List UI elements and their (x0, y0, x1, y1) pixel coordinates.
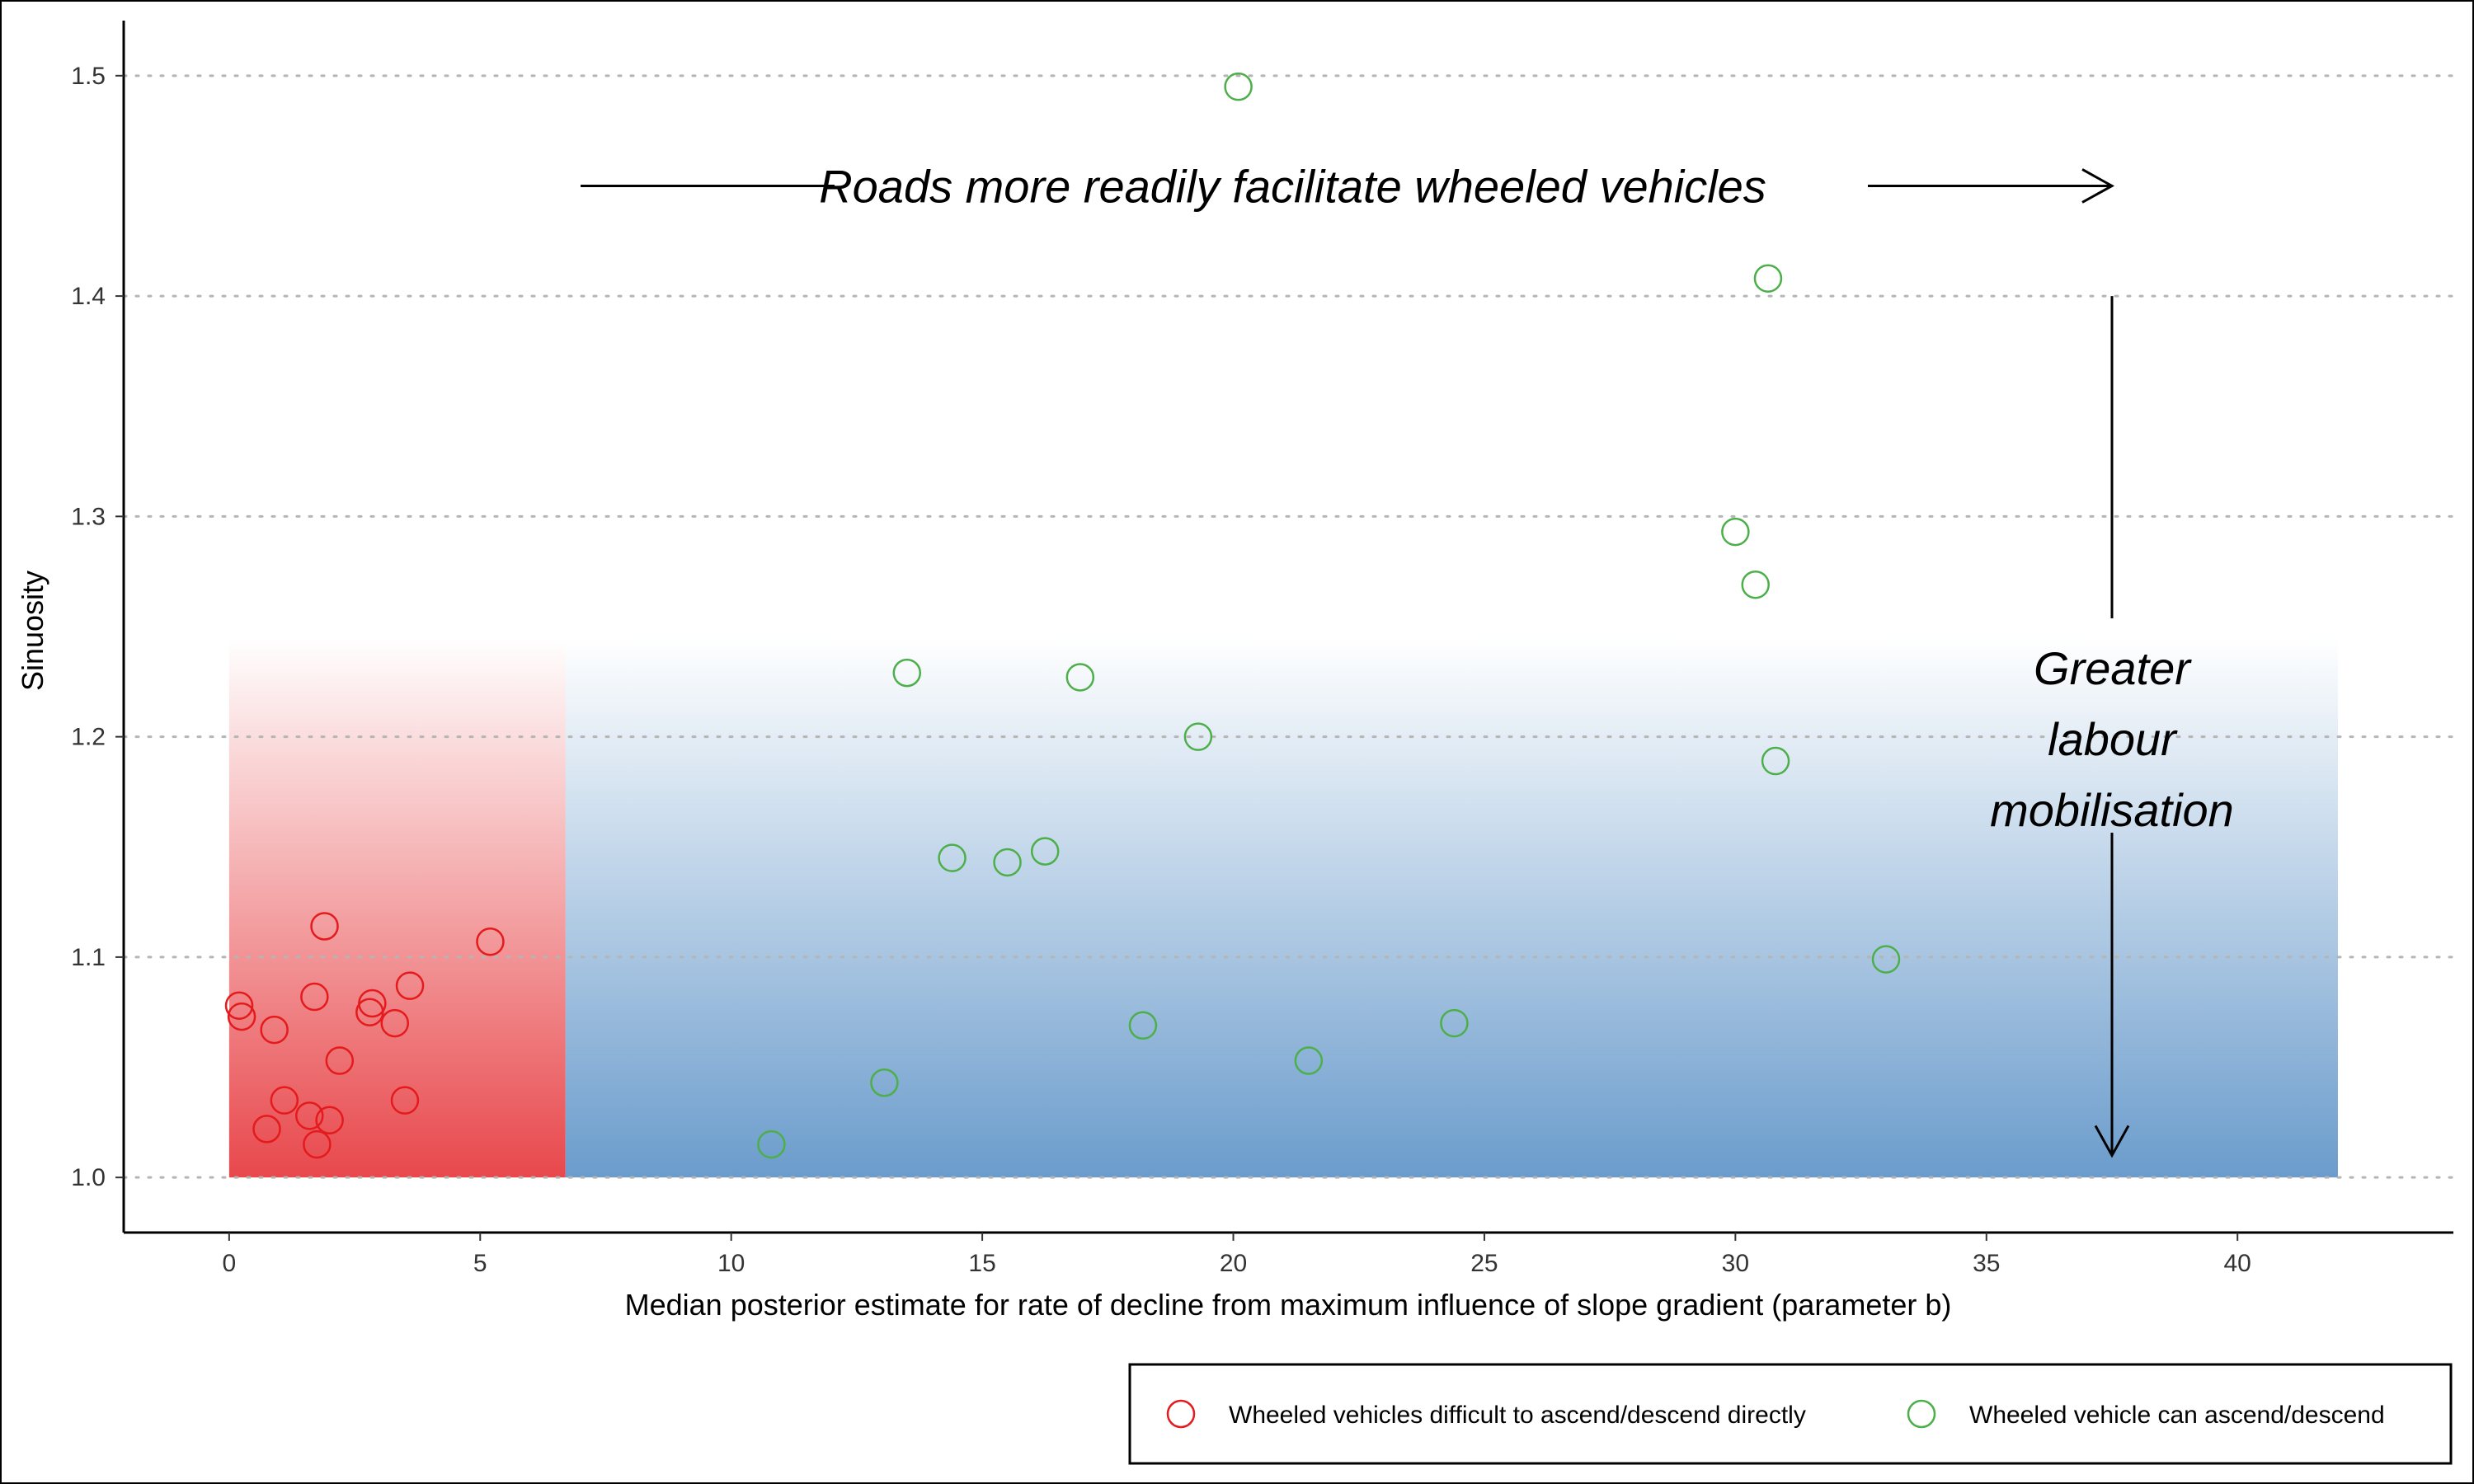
point-can (1440, 1008, 1469, 1038)
point-can (1753, 264, 1783, 293)
x-tick-label: 35 (1973, 1250, 2000, 1277)
shaded-region-red (228, 637, 566, 1178)
y-tick-label: 1.1 (71, 944, 106, 971)
point-difficult (260, 1015, 289, 1045)
y-tick-label: 1.2 (71, 724, 106, 751)
point-can (1030, 837, 1060, 866)
point-can (757, 1129, 786, 1159)
x-tick-label: 20 (1220, 1250, 1247, 1277)
point-difficult (315, 1106, 344, 1134)
point-difficult (252, 1115, 281, 1144)
annotation-labour-line: labour (2048, 713, 2178, 765)
point-difficult (358, 989, 387, 1018)
point-can (1871, 945, 1901, 974)
annotation-wheeled-vehicles: Roads more readily facilitate wheeled ve… (819, 160, 1766, 212)
point-can (938, 843, 967, 872)
y-axis-title: Sinuosity (16, 571, 49, 691)
point-can (892, 658, 922, 688)
point-difficult (390, 1086, 420, 1115)
point-difficult (310, 912, 339, 941)
arrow-head-down (2094, 1125, 2130, 1158)
x-tick-label: 0 (223, 1250, 237, 1277)
point-difficult (227, 1002, 256, 1031)
point-difficult (303, 1129, 332, 1159)
point-can (1224, 72, 1253, 101)
legend: Wheeled vehicles difficult to ascend/des… (1128, 1363, 2453, 1465)
point-can (1741, 570, 1770, 599)
annotation-labour-line: mobilisation (1990, 784, 2234, 836)
point-difficult (295, 1101, 324, 1130)
arrow-head-right (2081, 168, 2115, 204)
x-tick-label: 30 (1722, 1250, 1749, 1277)
y-tick-label: 1.5 (71, 63, 106, 90)
point-can (1183, 722, 1213, 751)
point-difficult (325, 1046, 355, 1075)
x-tick-label: 5 (473, 1250, 487, 1277)
x-axis-title: Median posterior estimate for rate of de… (625, 1288, 1952, 1322)
point-difficult (224, 991, 254, 1020)
point-can (993, 848, 1022, 877)
y-tick-label: 1.3 (71, 503, 106, 530)
point-difficult (270, 1086, 299, 1115)
point-can (1128, 1011, 1158, 1040)
legend-box (1128, 1363, 2453, 1465)
x-tick-label: 40 (2224, 1250, 2251, 1277)
point-difficult (300, 982, 329, 1012)
point-can (870, 1068, 899, 1097)
y-tick-label: 1.4 (71, 283, 106, 310)
shaded-region-blue (565, 637, 2338, 1178)
point-difficult (476, 927, 505, 956)
point-can (1721, 517, 1750, 547)
annotation-labour-line: Greater (2034, 642, 2192, 694)
point-can (1065, 663, 1095, 692)
legend-label-can: Wheeled vehicle can ascend/descend (1969, 1402, 2385, 1429)
point-can (1761, 746, 1790, 776)
x-tick-label: 10 (717, 1250, 745, 1277)
point-difficult (380, 1008, 410, 1038)
x-tick-label: 15 (968, 1250, 995, 1277)
legend-marker-green-circle (1907, 1399, 1936, 1429)
x-tick-label: 25 (1470, 1250, 1498, 1277)
point-difficult (395, 971, 425, 1000)
y-tick-label: 1.0 (71, 1164, 106, 1191)
point-can (1294, 1046, 1324, 1075)
legend-marker-red-circle (1166, 1399, 1196, 1429)
legend-label-difficult: Wheeled vehicles difficult to ascend/des… (1229, 1402, 1806, 1429)
